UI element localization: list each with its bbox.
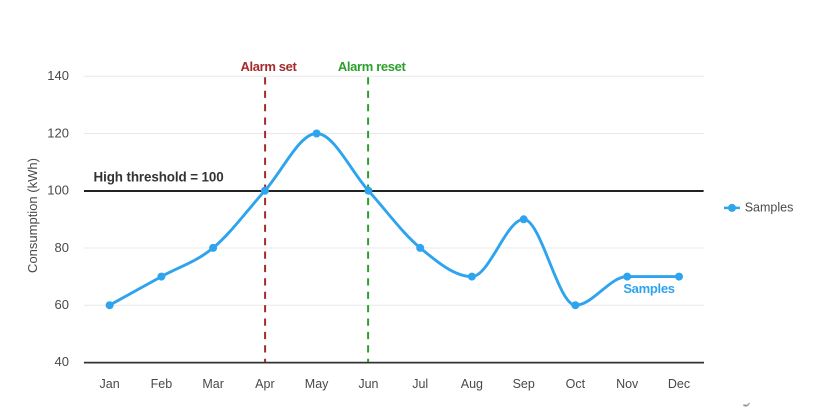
svg-text:Nov: Nov bbox=[616, 377, 639, 391]
svg-text:Jun: Jun bbox=[358, 377, 378, 391]
svg-text:Mar: Mar bbox=[202, 377, 224, 391]
svg-text:High threshold = 100: High threshold = 100 bbox=[94, 169, 224, 184]
svg-text:80: 80 bbox=[55, 240, 69, 255]
svg-text:140: 140 bbox=[47, 68, 69, 83]
svg-text:100: 100 bbox=[47, 183, 69, 198]
svg-text:Alarm set: Alarm set bbox=[240, 59, 297, 74]
svg-text:Jul: Jul bbox=[412, 377, 428, 391]
svg-text:Consumption (kWh): Consumption (kWh) bbox=[25, 158, 40, 273]
svg-text:Sep: Sep bbox=[513, 377, 535, 391]
svg-text:Oct: Oct bbox=[566, 377, 586, 391]
svg-text:May: May bbox=[305, 377, 329, 391]
svg-text:Jan: Jan bbox=[100, 377, 120, 391]
svg-text:Dec: Dec bbox=[668, 377, 690, 391]
svg-text:120: 120 bbox=[47, 125, 69, 140]
svg-text:40: 40 bbox=[55, 354, 69, 369]
svg-text:Feb: Feb bbox=[151, 377, 173, 391]
svg-text:Samples: Samples bbox=[623, 281, 674, 296]
svg-text:Apr: Apr bbox=[255, 377, 274, 391]
svg-text:Aug: Aug bbox=[461, 377, 483, 391]
svg-text:60: 60 bbox=[55, 297, 69, 312]
svg-text:Alarm reset: Alarm reset bbox=[338, 59, 407, 74]
svg-text:Samples: Samples bbox=[745, 201, 794, 215]
